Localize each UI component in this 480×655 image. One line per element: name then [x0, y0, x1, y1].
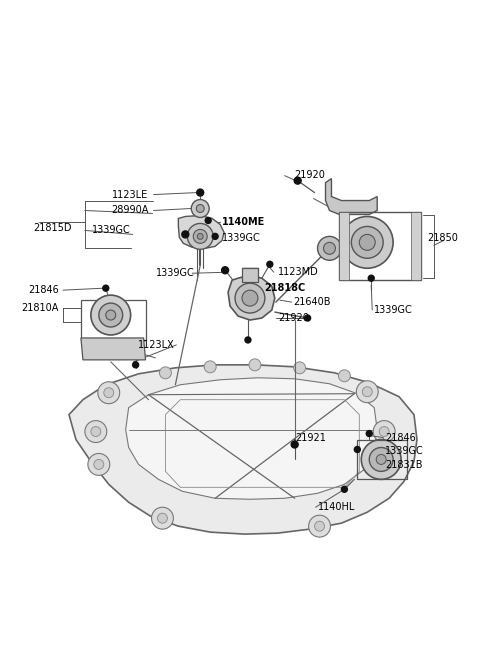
- Text: 1140ME: 1140ME: [222, 217, 265, 227]
- Circle shape: [159, 367, 171, 379]
- Circle shape: [152, 507, 173, 529]
- Text: 21818C: 21818C: [264, 283, 305, 293]
- Text: 1339GC: 1339GC: [222, 233, 261, 244]
- Text: 21831B: 21831B: [385, 460, 423, 470]
- Circle shape: [291, 441, 298, 448]
- Circle shape: [354, 447, 360, 453]
- Circle shape: [318, 236, 341, 260]
- Circle shape: [132, 362, 139, 368]
- Text: 1339GC: 1339GC: [374, 305, 413, 315]
- Text: 1123MD: 1123MD: [278, 267, 319, 277]
- Circle shape: [192, 200, 209, 217]
- Text: 21920: 21920: [295, 170, 325, 179]
- Circle shape: [91, 426, 101, 436]
- Polygon shape: [81, 338, 145, 360]
- Circle shape: [324, 242, 336, 254]
- Circle shape: [373, 453, 395, 476]
- Circle shape: [356, 381, 378, 403]
- Circle shape: [305, 315, 311, 321]
- Circle shape: [85, 421, 107, 443]
- Bar: [339, 212, 421, 280]
- Circle shape: [368, 275, 374, 281]
- Circle shape: [379, 459, 389, 470]
- Circle shape: [94, 459, 104, 470]
- Text: 1123LX: 1123LX: [138, 340, 174, 350]
- Polygon shape: [179, 215, 224, 248]
- Circle shape: [341, 216, 393, 269]
- Text: 21850: 21850: [427, 233, 458, 244]
- Circle shape: [314, 521, 324, 531]
- Circle shape: [294, 177, 301, 184]
- Text: 1339GC: 1339GC: [385, 447, 424, 457]
- Circle shape: [249, 359, 261, 371]
- Circle shape: [242, 290, 258, 306]
- Circle shape: [99, 303, 123, 327]
- Circle shape: [235, 283, 265, 313]
- Circle shape: [104, 388, 114, 398]
- Polygon shape: [69, 365, 417, 534]
- Circle shape: [103, 285, 109, 291]
- Circle shape: [98, 382, 120, 403]
- Circle shape: [366, 430, 372, 436]
- Circle shape: [205, 217, 211, 223]
- Circle shape: [204, 361, 216, 373]
- Circle shape: [267, 261, 273, 267]
- Polygon shape: [339, 212, 349, 280]
- Circle shape: [88, 453, 110, 476]
- Polygon shape: [411, 212, 421, 280]
- Circle shape: [373, 421, 395, 443]
- Circle shape: [182, 231, 189, 238]
- Circle shape: [360, 234, 375, 250]
- Circle shape: [338, 370, 350, 382]
- Circle shape: [222, 267, 228, 274]
- Polygon shape: [228, 275, 275, 320]
- Circle shape: [212, 233, 218, 239]
- Circle shape: [361, 440, 401, 479]
- Polygon shape: [126, 378, 377, 499]
- Circle shape: [369, 447, 393, 472]
- Circle shape: [294, 362, 306, 374]
- Circle shape: [196, 204, 204, 212]
- Polygon shape: [242, 269, 258, 282]
- Text: 1339GC: 1339GC: [156, 269, 194, 278]
- Text: 28990A: 28990A: [111, 206, 148, 215]
- Text: 1339GC: 1339GC: [92, 225, 131, 235]
- Circle shape: [362, 386, 372, 397]
- Circle shape: [91, 295, 131, 335]
- Circle shape: [245, 337, 251, 343]
- Circle shape: [379, 426, 389, 436]
- Circle shape: [341, 486, 348, 493]
- Circle shape: [106, 310, 116, 320]
- Circle shape: [187, 223, 213, 250]
- Text: 21920: 21920: [278, 313, 309, 323]
- Polygon shape: [325, 179, 377, 214]
- Circle shape: [376, 455, 386, 464]
- Text: 21846: 21846: [385, 432, 416, 443]
- Circle shape: [197, 189, 204, 196]
- Text: 21846: 21846: [28, 285, 59, 295]
- Text: 1140HL: 1140HL: [318, 502, 355, 512]
- Text: 21810A: 21810A: [22, 303, 59, 313]
- Text: 21640B: 21640B: [294, 297, 331, 307]
- Text: 21815D: 21815D: [33, 223, 72, 233]
- Circle shape: [193, 229, 207, 244]
- Circle shape: [157, 514, 168, 523]
- Text: 1123LE: 1123LE: [112, 189, 148, 200]
- Circle shape: [197, 233, 203, 239]
- Circle shape: [351, 227, 383, 258]
- Text: 21921: 21921: [296, 432, 326, 443]
- Circle shape: [309, 515, 330, 537]
